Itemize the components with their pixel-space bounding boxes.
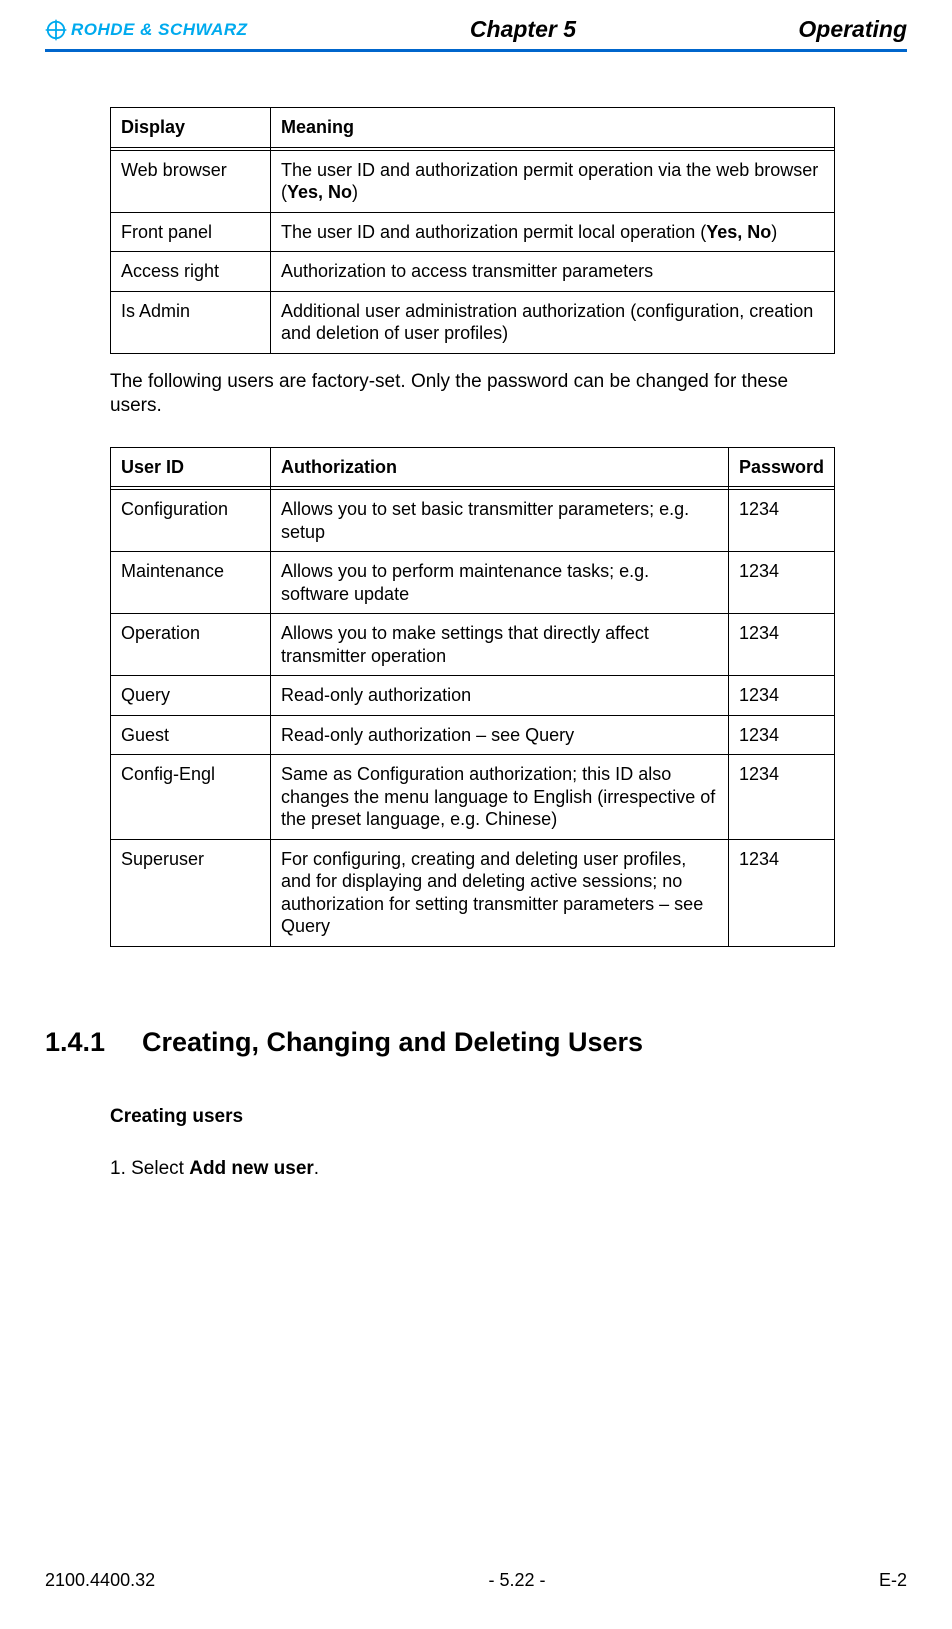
table-cell: Query: [111, 676, 271, 716]
section-title-header: Operating: [798, 16, 907, 43]
table-row: Configuration Allows you to set basic tr…: [111, 490, 835, 552]
table-row: Guest Read-only authorization – see Quer…: [111, 715, 835, 755]
brand-logo-text: ROHDE & SCHWARZ: [71, 20, 248, 40]
table-cell: Additional user administration authoriza…: [271, 291, 835, 353]
table-cell: 1234: [728, 676, 834, 716]
table-row: Front panel The user ID and authorizatio…: [111, 212, 835, 252]
table-cell: Same as Configuration authorization; thi…: [271, 755, 729, 840]
page-content: Display Meaning Web browser The user ID …: [45, 52, 835, 1180]
table-cell: 1234: [728, 614, 834, 676]
subheading: Creating users: [110, 1106, 835, 1128]
footer-center: - 5.22 -: [489, 1570, 546, 1591]
table-row: Config-Engl Same as Configuration author…: [111, 755, 835, 840]
table-cell: Allows you to make settings that directl…: [271, 614, 729, 676]
table-cell: Authorization to access transmitter para…: [271, 252, 835, 292]
table-header: Display: [111, 108, 271, 148]
table-cell: Access right: [111, 252, 271, 292]
table-cell: 1234: [728, 755, 834, 840]
table-row: Is Admin Additional user administration …: [111, 291, 835, 353]
table-cell: Is Admin: [111, 291, 271, 353]
table-cell: Read-only authorization – see Query: [271, 715, 729, 755]
table-row: Access right Authorization to access tra…: [111, 252, 835, 292]
table-cell: Operation: [111, 614, 271, 676]
brand-logo-icon: [45, 19, 67, 41]
table-cell: 1234: [728, 715, 834, 755]
table-cell: Web browser: [111, 150, 271, 212]
footer-right: E-2: [879, 1570, 907, 1591]
table-row: Query Read-only authorization 1234: [111, 676, 835, 716]
chapter-title: Chapter 5: [248, 16, 799, 43]
table-row: Operation Allows you to make settings th…: [111, 614, 835, 676]
brand-logo: ROHDE & SCHWARZ: [45, 19, 248, 41]
paragraph: The following users are factory-set. Onl…: [110, 370, 835, 419]
table-header: Authorization: [271, 447, 729, 487]
table-cell: The user ID and authorization permit loc…: [271, 212, 835, 252]
table-cell: 1234: [728, 839, 834, 946]
page-header: ROHDE & SCHWARZ Chapter 5 Operating: [45, 16, 907, 52]
table-header: Meaning: [271, 108, 835, 148]
table-cell: Front panel: [111, 212, 271, 252]
users-table: User ID Authorization Password Configura…: [110, 447, 835, 947]
table-cell: Configuration: [111, 490, 271, 552]
step-line: 1. Select Add new user.: [110, 1158, 835, 1180]
table-header: User ID: [111, 447, 271, 487]
table-row: Superuser For configuring, creating and …: [111, 839, 835, 946]
table-row: Maintenance Allows you to perform mainte…: [111, 552, 835, 614]
table-cell: Allows you to set basic transmitter para…: [271, 490, 729, 552]
table-cell: 1234: [728, 490, 834, 552]
table-cell: Maintenance: [111, 552, 271, 614]
display-meaning-table: Display Meaning Web browser The user ID …: [110, 107, 835, 354]
table-cell: The user ID and authorization permit ope…: [271, 150, 835, 212]
table-header: Password: [728, 447, 834, 487]
table-cell: For configuring, creating and deleting u…: [271, 839, 729, 946]
table-cell: Guest: [111, 715, 271, 755]
section-heading: 1.4.1 Creating, Changing and Deleting Us…: [110, 1027, 835, 1058]
page-footer: 2100.4400.32 - 5.22 - E-2: [45, 1570, 907, 1591]
table-row: Web browser The user ID and authorizatio…: [111, 150, 835, 212]
table-cell: Config-Engl: [111, 755, 271, 840]
footer-left: 2100.4400.32: [45, 1570, 155, 1591]
page: ROHDE & SCHWARZ Chapter 5 Operating Disp…: [0, 0, 952, 1629]
section-number: 1.4.1: [45, 1027, 110, 1058]
section-title: Creating, Changing and Deleting Users: [142, 1027, 643, 1058]
table-cell: Allows you to perform maintenance tasks;…: [271, 552, 729, 614]
table-cell: Superuser: [111, 839, 271, 946]
table-cell: Read-only authorization: [271, 676, 729, 716]
table-cell: 1234: [728, 552, 834, 614]
